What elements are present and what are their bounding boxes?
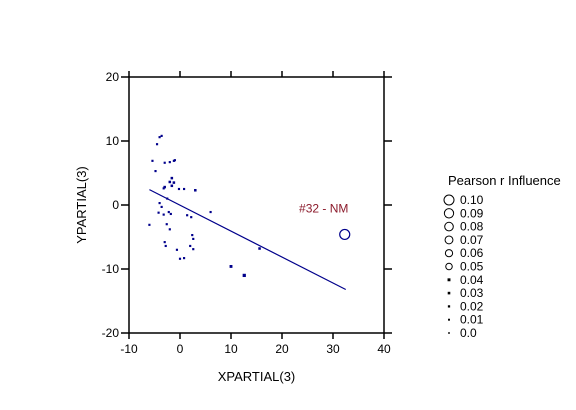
- data-point: [168, 180, 172, 184]
- legend-marker: [447, 291, 451, 295]
- legend-marker: [444, 221, 454, 232]
- data-point: [148, 223, 151, 226]
- x-tick-label: -10: [120, 342, 138, 356]
- plot-marks: [148, 134, 351, 291]
- data-point: [191, 234, 194, 237]
- data-point: [177, 187, 181, 191]
- data-point: [163, 161, 166, 164]
- legend-entry: 0.04: [460, 273, 484, 287]
- legend-entry: 0.01: [460, 313, 484, 327]
- legend-marker: [445, 262, 453, 271]
- legend-entry: 0.08: [460, 220, 484, 234]
- legend-title: Pearson r Influence: [448, 173, 561, 188]
- legend-entry: 0.03: [460, 286, 484, 300]
- data-point: [178, 257, 182, 260]
- legend-entry: 0.0: [460, 326, 477, 340]
- data-point: [183, 257, 186, 260]
- regression-line: [149, 189, 347, 291]
- data-point-outlier: [339, 228, 351, 241]
- data-point: [162, 187, 165, 190]
- data-point: [209, 210, 212, 214]
- x-tick-label: 40: [377, 342, 391, 356]
- x-tick-label: 20: [275, 342, 289, 356]
- y-tick-label: 20: [106, 70, 120, 84]
- x-tick-label: 0: [177, 342, 184, 356]
- data-point: [151, 159, 154, 162]
- data-point: [175, 248, 179, 251]
- y-tick-label: 0: [112, 198, 119, 212]
- x-tick-label: 10: [224, 342, 238, 356]
- data-point: [160, 134, 163, 137]
- data-point: [183, 187, 186, 191]
- legend-marker: [443, 208, 455, 219]
- data-point: [164, 244, 167, 248]
- data-point: [169, 212, 172, 216]
- legend-entry: 0.07: [460, 233, 484, 247]
- data-point: [158, 202, 161, 205]
- data-point: [242, 273, 246, 278]
- data-point: [192, 248, 195, 251]
- data-point: [170, 184, 174, 188]
- legend-marker: [448, 332, 450, 334]
- legend-marker: [443, 194, 455, 206]
- x-tick-label: 30: [326, 342, 340, 356]
- x-axis-label: XPARTIAL(3): [218, 369, 296, 384]
- data-point: [170, 176, 174, 180]
- y-tick-label: -20: [102, 326, 120, 340]
- data-point: [166, 197, 169, 200]
- legend-entry: 0.05: [460, 260, 484, 274]
- data-point: [168, 228, 171, 231]
- data-point: [158, 136, 161, 139]
- data-point: [168, 161, 171, 164]
- legend-marker: [447, 278, 451, 282]
- data-point: [194, 189, 197, 192]
- data-point: [190, 216, 193, 219]
- data-point: [157, 211, 160, 214]
- data-point: [172, 181, 176, 184]
- legend-entry: 0.10: [460, 193, 484, 207]
- legend: Pearson r Influence 0.100.090.080.070.06…: [443, 173, 561, 340]
- data-point: [163, 185, 166, 189]
- data-point: [165, 223, 168, 226]
- outlier-annotation: #32 - NM: [299, 201, 348, 215]
- legend-marker: [448, 318, 450, 321]
- legend-marker: [447, 305, 451, 308]
- data-point: [186, 214, 189, 217]
- legend-entry: 0.02: [460, 299, 484, 313]
- data-point: [155, 143, 159, 146]
- data-point: [162, 213, 165, 216]
- data-point: [154, 170, 157, 173]
- data-point: [160, 205, 163, 208]
- legend-entry: 0.09: [460, 206, 484, 220]
- data-point: [163, 241, 166, 244]
- data-point: [167, 210, 170, 214]
- legend-entry: 0.06: [460, 246, 484, 260]
- y-tick-label: -10: [102, 262, 120, 276]
- data-point: [258, 247, 261, 250]
- data-point: [229, 265, 233, 268]
- y-tick-label: 10: [106, 134, 120, 148]
- data-point: [189, 244, 192, 248]
- legend-marker: [444, 235, 454, 245]
- data-point: [192, 237, 195, 240]
- legend-marker: [444, 249, 454, 258]
- y-axis-label: YPARTIAL(3): [74, 166, 89, 244]
- data-point: [172, 159, 175, 162]
